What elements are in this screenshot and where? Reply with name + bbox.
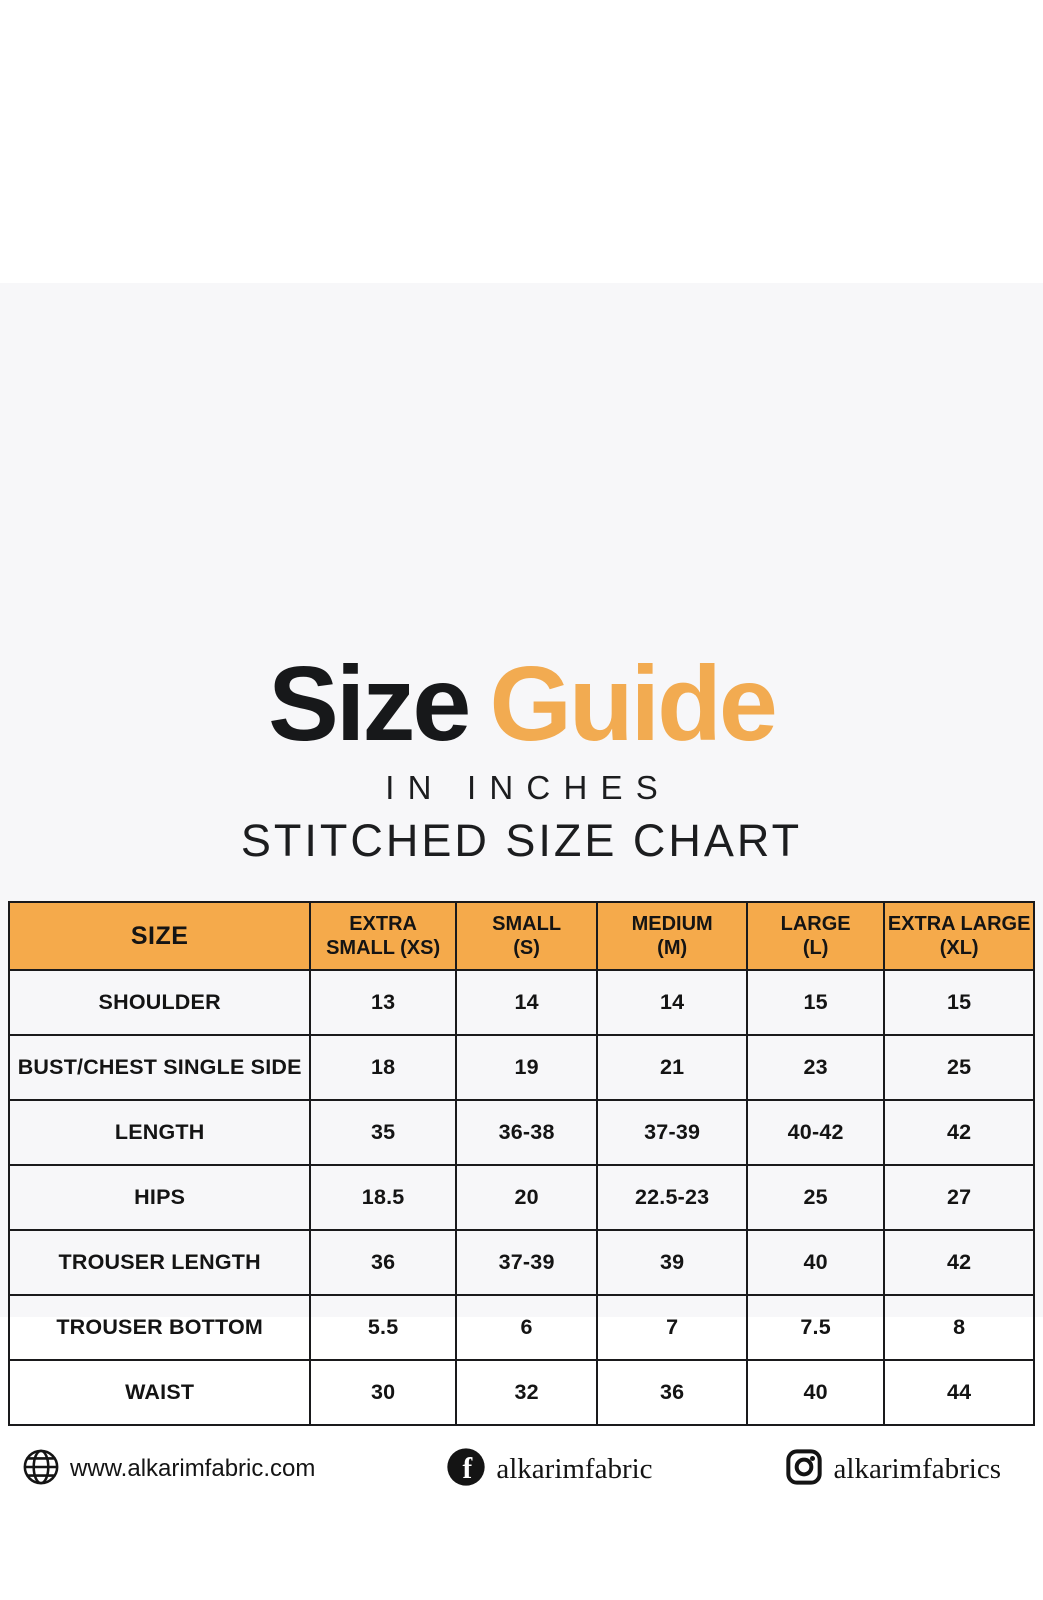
table-row-shoulder: SHOULDER 13 14 14 15 15 bbox=[7, 969, 1035, 1036]
cell-value: 40-42 bbox=[745, 1099, 886, 1166]
col-header-medium: MEDIUM (M) bbox=[596, 901, 748, 971]
table-row-trouser-bottom: TROUSER BOTTOM 5.5 6 7 7.5 8 bbox=[7, 1294, 1035, 1361]
instagram-link[interactable]: alkarimfabrics bbox=[784, 1447, 1001, 1492]
instagram-icon bbox=[784, 1447, 824, 1492]
cell-value: 22.5-23 bbox=[596, 1164, 748, 1231]
content-panel: Size Guide IN INCHES STITCHED SIZE CHART … bbox=[0, 283, 1043, 1486]
cell-value: 21 bbox=[596, 1034, 748, 1101]
website-text: www.alkarimfabric.com bbox=[70, 1455, 316, 1482]
instagram-handle: alkarimfabrics bbox=[833, 1452, 1001, 1485]
subtitle-units: IN INCHES bbox=[385, 769, 671, 806]
svg-text:f: f bbox=[463, 1453, 473, 1485]
table-row-trouser-length: TROUSER LENGTH 36 37-39 39 40 42 bbox=[7, 1229, 1035, 1296]
cell-value: 37-39 bbox=[454, 1229, 599, 1296]
row-label: TROUSER LENGTH bbox=[7, 1229, 312, 1296]
table-row-hips: HIPS 18.5 20 22.5-23 25 27 bbox=[7, 1164, 1035, 1231]
cell-value: 25 bbox=[883, 1034, 1035, 1101]
title-word-guide: Guide bbox=[489, 645, 777, 763]
row-label: LENGTH bbox=[7, 1099, 312, 1166]
cell-value: 14 bbox=[596, 969, 748, 1036]
col-header-size: SIZE bbox=[7, 901, 312, 971]
cell-value: 36 bbox=[309, 1229, 457, 1296]
cell-value: 44 bbox=[883, 1359, 1035, 1426]
footer: www.alkarimfabric.com f alkarimfabric bbox=[0, 1441, 1043, 1497]
page-title: Size Guide bbox=[0, 651, 1043, 757]
row-label: WAIST bbox=[7, 1359, 312, 1426]
table-row-waist: WAIST 30 32 36 40 44 bbox=[7, 1359, 1035, 1426]
cell-value: 5.5 bbox=[309, 1294, 457, 1361]
cell-value: 15 bbox=[883, 969, 1035, 1036]
table-row-bust-chest: BUST/CHEST SINGLE SIDE 18 19 21 23 25 bbox=[7, 1034, 1035, 1101]
cell-value: 18 bbox=[309, 1034, 457, 1101]
table-row-length: LENGTH 35 36-38 37-39 40-42 42 bbox=[7, 1099, 1035, 1166]
website-link[interactable]: www.alkarimfabric.com bbox=[22, 1448, 315, 1491]
row-label: SHOULDER bbox=[7, 969, 312, 1036]
cell-value: 32 bbox=[454, 1359, 599, 1426]
cell-value: 42 bbox=[883, 1229, 1035, 1296]
cell-value: 40 bbox=[745, 1229, 886, 1296]
size-chart-table: SIZE EXTRA SMALL (XS) SMALL (S) MEDIUM (… bbox=[7, 901, 1035, 1426]
col-header-small: SMALL (S) bbox=[454, 901, 599, 971]
cell-value: 39 bbox=[596, 1229, 748, 1296]
row-label: BUST/CHEST SINGLE SIDE bbox=[7, 1034, 312, 1101]
cell-value: 25 bbox=[745, 1164, 886, 1231]
cell-value: 14 bbox=[454, 969, 599, 1036]
cell-value: 8 bbox=[883, 1294, 1035, 1361]
col-header-extra-large: EXTRA LARGE (XL) bbox=[883, 901, 1035, 971]
cell-value: 15 bbox=[745, 969, 886, 1036]
cell-value: 23 bbox=[745, 1034, 886, 1101]
row-label: TROUSER BOTTOM bbox=[7, 1294, 312, 1361]
cell-value: 36 bbox=[596, 1359, 748, 1426]
cell-value: 20 bbox=[454, 1164, 599, 1231]
cell-value: 40 bbox=[745, 1359, 886, 1426]
cell-value: 6 bbox=[454, 1294, 599, 1361]
cell-value: 19 bbox=[454, 1034, 599, 1101]
cell-value: 37-39 bbox=[596, 1099, 748, 1166]
col-header-large: LARGE (L) bbox=[745, 901, 886, 971]
row-label: HIPS bbox=[7, 1164, 312, 1231]
cell-value: 7 bbox=[596, 1294, 748, 1361]
cell-value: 27 bbox=[883, 1164, 1035, 1231]
cell-value: 42 bbox=[883, 1099, 1035, 1166]
cell-value: 30 bbox=[309, 1359, 457, 1426]
subtitle-stitched-size-chart: STITCHED SIZE CHART bbox=[240, 815, 803, 866]
cell-value: 7.5 bbox=[745, 1294, 886, 1361]
title-block: Size Guide IN INCHES STITCHED SIZE CHART bbox=[0, 651, 1043, 867]
facebook-link[interactable]: f alkarimfabric bbox=[446, 1447, 653, 1492]
cell-value: 18.5 bbox=[309, 1164, 457, 1231]
cell-value: 36-38 bbox=[454, 1099, 599, 1166]
cell-value: 13 bbox=[309, 969, 457, 1036]
header-row: SIZE EXTRA SMALL (XS) SMALL (S) MEDIUM (… bbox=[7, 901, 1035, 971]
cell-value: 35 bbox=[309, 1099, 457, 1166]
facebook-icon: f bbox=[446, 1447, 486, 1492]
title-word-size: Size bbox=[268, 645, 471, 763]
facebook-handle: alkarimfabric bbox=[496, 1452, 653, 1485]
globe-icon bbox=[22, 1448, 60, 1491]
col-header-extra-small: EXTRA SMALL (XS) bbox=[309, 901, 457, 971]
